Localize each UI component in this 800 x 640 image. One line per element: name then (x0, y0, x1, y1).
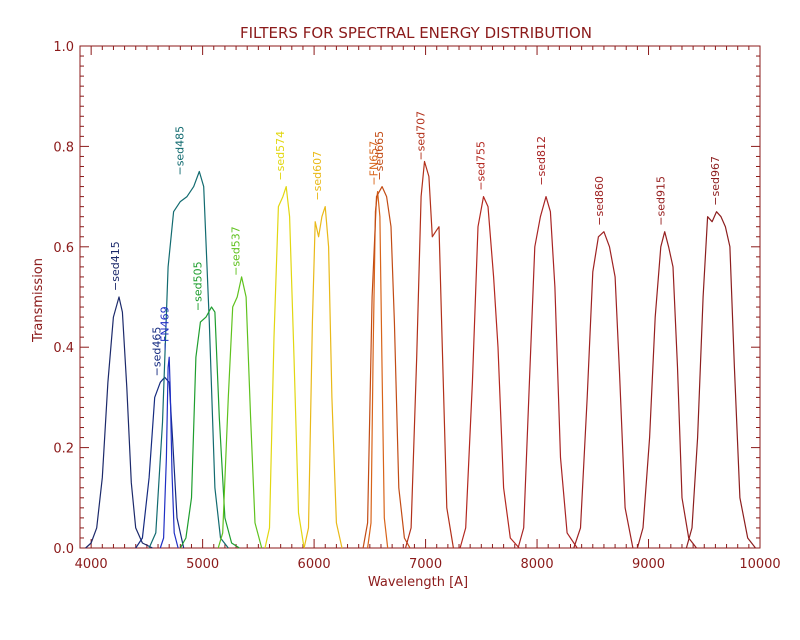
filter-label-sed707: −sed707 (414, 111, 427, 161)
filter-label-fn657: −FN657 (368, 141, 381, 186)
filter-label-sed860: −sed860 (593, 176, 606, 226)
x-tick-label: 9000 (632, 557, 665, 572)
y-tick-label: 0.4 (53, 341, 74, 356)
filter-label-sed755: −sed755 (475, 141, 488, 191)
x-tick-label: 8000 (521, 557, 554, 572)
y-axis-ticks: 0.0 0.2 0.4 0.6 0.8 1.0 (53, 40, 760, 557)
filter-curve-sed465 (135, 376, 185, 549)
filter-label-sed607: −sed607 (311, 151, 324, 201)
filter-curve-fn469 (159, 356, 179, 549)
filter-label-sed415: −sed415 (109, 241, 122, 291)
filter-curve-sed485 (148, 170, 229, 549)
filter-curve-sed607 (303, 206, 343, 549)
x-tick-label: 7000 (409, 557, 442, 572)
filter-curve-sed915 (636, 231, 697, 549)
y-tick-label: 0.8 (53, 140, 74, 155)
filter-label-sed812: −sed812 (535, 136, 548, 186)
filter-label-sed967: −sed967 (709, 156, 722, 206)
chart-title: FILTERS FOR SPECTRAL ENERGY DISTRIBUTION (240, 24, 592, 42)
y-tick-label: 1.0 (53, 40, 74, 55)
filter-curve-sed755 (459, 196, 520, 549)
filter-curve-sed537 (217, 276, 263, 549)
y-tick-label: 0.2 (53, 442, 74, 457)
filter-labels: −sed415 −sed465−FN469 −sed485 −sed505 −sed53… (109, 111, 722, 376)
filter-curve-sed415 (85, 296, 153, 549)
filter-label-sed465: −sed465 (150, 327, 163, 377)
filter-curve-sed574 (264, 186, 305, 549)
filter-label-sed665: −sed665 (373, 131, 386, 181)
filter-label-sed485: −sed485 (174, 126, 187, 176)
x-tick-label: 4000 (75, 557, 108, 572)
y-tick-label: 0.0 (53, 542, 74, 557)
filter-curve-sed505 (179, 306, 240, 549)
filter-label-sed574: −sed574 (274, 131, 287, 181)
filter-curve-sed860 (573, 231, 634, 549)
filter-curves (85, 160, 756, 549)
x-tick-label: 5000 (186, 557, 219, 572)
y-tick-label: 0.6 (53, 241, 74, 256)
filter-curve-sed665 (362, 186, 411, 549)
filter-label-fn469: −FN469 (159, 306, 172, 351)
y-axis-label: Transmission (31, 258, 46, 343)
filter-curve-sed967 (685, 211, 756, 549)
filter-curve-fn657 (367, 191, 389, 549)
filter-label-sed505: −sed505 (191, 261, 204, 311)
x-tick-label: 10000 (739, 557, 780, 572)
filter-label-sed915: −sed915 (655, 176, 668, 226)
filter-label-sed537: −sed537 (229, 226, 242, 276)
x-tick-label: 6000 (298, 557, 331, 572)
filter-curve-sed812 (517, 196, 578, 549)
filter-curve-sed707 (404, 160, 454, 549)
x-axis-ticks: 4000 5000 6000 7000 8000 9000 10000 (75, 46, 781, 572)
x-axis-label: Wavelength [A] (368, 575, 468, 590)
